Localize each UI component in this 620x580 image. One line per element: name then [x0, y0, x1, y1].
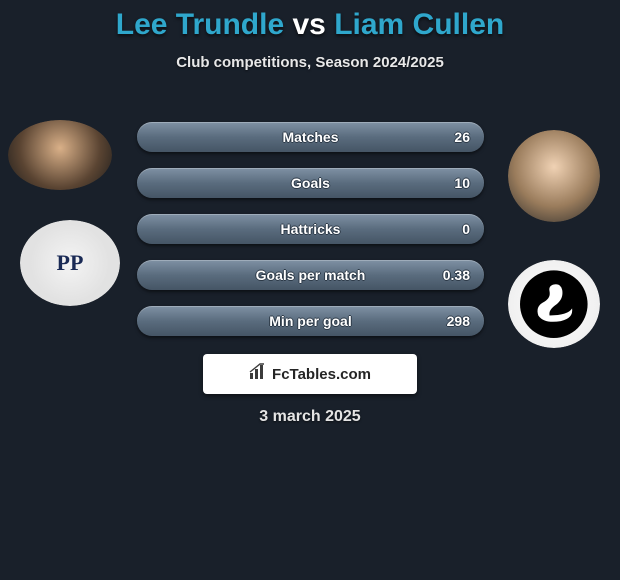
stat-value: 0 [462, 214, 470, 244]
club-badge-initials: PP [57, 250, 84, 276]
brand-text: FcTables.com [272, 366, 371, 383]
stat-row-goals: Goals 10 [137, 168, 484, 198]
stat-label: Goals per match [256, 260, 366, 290]
comparison-title: Lee Trundle vs Liam Cullen [0, 0, 620, 42]
stat-value: 298 [447, 306, 470, 336]
stat-label: Min per goal [269, 306, 351, 336]
player2-club-badge [508, 260, 600, 348]
player1-avatar [8, 120, 112, 190]
vs-text: vs [292, 8, 325, 41]
player2-avatar [508, 130, 600, 222]
stat-row-goals-per-match: Goals per match 0.38 [137, 260, 484, 290]
stat-value: 0.38 [443, 260, 470, 290]
stat-row-min-per-goal: Min per goal 298 [137, 306, 484, 336]
stat-label: Matches [282, 122, 338, 152]
stat-value: 26 [454, 122, 470, 152]
player1-club-badge: PP [20, 220, 120, 306]
swan-icon [517, 269, 591, 339]
stat-label: Hattricks [281, 214, 341, 244]
stat-label: Goals [291, 168, 330, 198]
player2-name: Liam Cullen [334, 8, 504, 41]
player1-name: Lee Trundle [116, 8, 284, 41]
stat-value: 10 [454, 168, 470, 198]
brand-box: FcTables.com [203, 354, 417, 394]
stats-bars: Matches 26 Goals 10 Hattricks 0 Goals pe… [137, 122, 484, 352]
stat-row-matches: Matches 26 [137, 122, 484, 152]
bar-chart-icon [249, 363, 267, 386]
footer-date: 3 march 2025 [0, 408, 620, 426]
stat-row-hattricks: Hattricks 0 [137, 214, 484, 244]
subtitle: Club competitions, Season 2024/2025 [0, 54, 620, 71]
